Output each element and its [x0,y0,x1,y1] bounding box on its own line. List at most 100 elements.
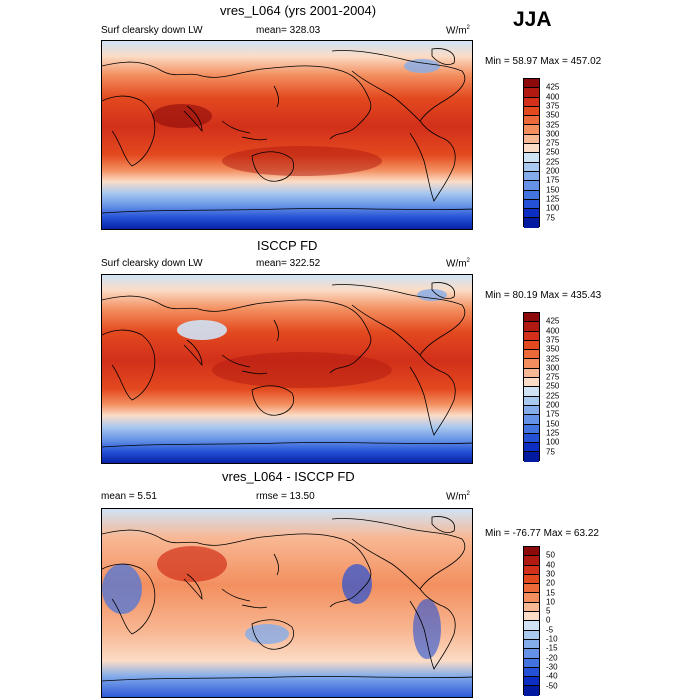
panel1-map [101,40,473,230]
panel3-tick: -20 [546,653,558,663]
panel3-tick: 20 [546,578,555,588]
colorbar-swatch [524,218,539,228]
panel1-tick: 75 [546,213,555,222]
panel3-units: W/m2 [446,491,470,503]
colorbar-swatch [524,593,539,603]
colorbar-swatch [524,649,539,659]
colorbar-swatch [524,433,539,444]
panel1-tick: 425 [546,82,560,92]
panel2-tick: 125 [546,428,560,438]
colorbar-swatch [524,88,539,98]
panel1-tick: 175 [546,175,560,185]
season-label: JJA [513,8,552,31]
colorbar-swatch [524,630,539,640]
panel1-minmax: Min = 58.97 Max = 457.02 [485,56,602,67]
colorbar-swatch [524,452,539,462]
colorbar-swatch [524,686,539,696]
colorbar-swatch [524,396,539,406]
panel3-colorbar [523,546,540,696]
panel3-tick: 0 [546,615,551,625]
colorbar-swatch [524,171,539,182]
colorbar-swatch [524,79,539,89]
colorbar-swatch [524,667,539,678]
colorbar-swatch [524,331,539,341]
panel1-tick: 350 [546,110,560,120]
panel1-field-name: Surf clearsky down LW [101,25,203,36]
colorbar-swatch [524,368,539,379]
panel3-tick: -5 [546,625,554,635]
colorbar-swatch [524,612,539,622]
panel1-tick: 275 [546,138,560,148]
panel3-minmax: Min = -76.77 Max = 63.22 [485,528,599,539]
panel1-tick: 400 [546,92,560,102]
panel2-tick: 425 [546,316,560,326]
panel2-tick: 300 [546,363,560,373]
colorbar-swatch [524,556,539,566]
colorbar-swatch [524,134,539,145]
colorbar-swatch [524,565,539,575]
panel1-tick: 375 [546,101,560,111]
panel2-tick: 375 [546,335,560,345]
panel3-tick: -40 [546,671,558,681]
panel1-colorbar [523,78,540,228]
colorbar-swatch [524,199,539,210]
panel2-tick: 400 [546,326,560,336]
panel2-field-name: Surf clearsky down LW [101,258,203,269]
colorbar-swatch [524,209,539,219]
panel2-tick: 225 [546,391,560,401]
panel2-tick: 250 [546,381,560,391]
colorbar-swatch [524,125,539,135]
colorbar-swatch [524,144,539,154]
colorbar-swatch [524,162,539,172]
panel3-tick: 30 [546,569,555,579]
colorbar-swatch [524,658,539,668]
panel3-tick: -15 [546,643,558,653]
colorbar-swatch [524,350,539,360]
colorbar-swatch [524,340,539,351]
colorbar-swatch [524,547,539,557]
colorbar-swatch [524,621,539,631]
panel1-tick: 100 [546,203,560,213]
panel1-tick: 225 [546,157,560,167]
panel1-title: vres_L064 (yrs 2001-2004) [220,3,377,18]
colorbar-swatch [524,97,539,107]
panel3-mean: mean = 5.51 [101,491,157,502]
colorbar-swatch [524,322,539,332]
colorbar-swatch [524,106,539,117]
panel1-tick: 250 [546,147,560,157]
panel3-tick: 50 [546,550,555,560]
colorbar-swatch [524,639,539,650]
panel2-tick: 350 [546,344,560,354]
panel3-tick: -30 [546,662,558,672]
colorbar-swatch [524,181,539,191]
colorbar-swatch [524,378,539,388]
colorbar-swatch [524,584,539,594]
panel2-mean: mean= 322.52 [256,258,321,269]
colorbar-swatch [524,387,539,397]
panel2-units: W/m2 [446,258,470,270]
colorbar-swatch [524,574,539,585]
colorbar-swatch [524,405,539,416]
panel1-tick: 125 [546,194,560,204]
panel3-tick: 15 [546,588,555,597]
colorbar-swatch [524,415,539,425]
colorbar-swatch [524,313,539,323]
panel1-tick: 325 [546,120,560,129]
colorbar-swatch [524,602,539,613]
panel1-mean: mean= 328.03 [256,25,321,36]
panel2-tick: 325 [546,354,560,363]
panel2-tick: 75 [546,447,555,456]
colorbar-swatch [524,116,539,126]
colorbar-swatch [524,443,539,453]
panel2-map [101,274,473,464]
panel3-tick: 40 [546,560,555,570]
colorbar-swatch [524,359,539,369]
panel3-map [101,508,473,698]
panel1-tick: 200 [546,166,560,176]
panel3-tick: -50 [546,681,558,690]
panel2-tick: 275 [546,372,560,382]
panel2-tick: 100 [546,437,560,447]
colorbar-swatch [524,677,539,687]
panel3-tick: -10 [546,634,558,644]
panel2-tick: 150 [546,419,560,429]
